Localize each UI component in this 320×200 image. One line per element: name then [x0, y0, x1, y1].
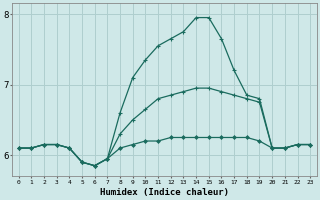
X-axis label: Humidex (Indice chaleur): Humidex (Indice chaleur): [100, 188, 229, 197]
